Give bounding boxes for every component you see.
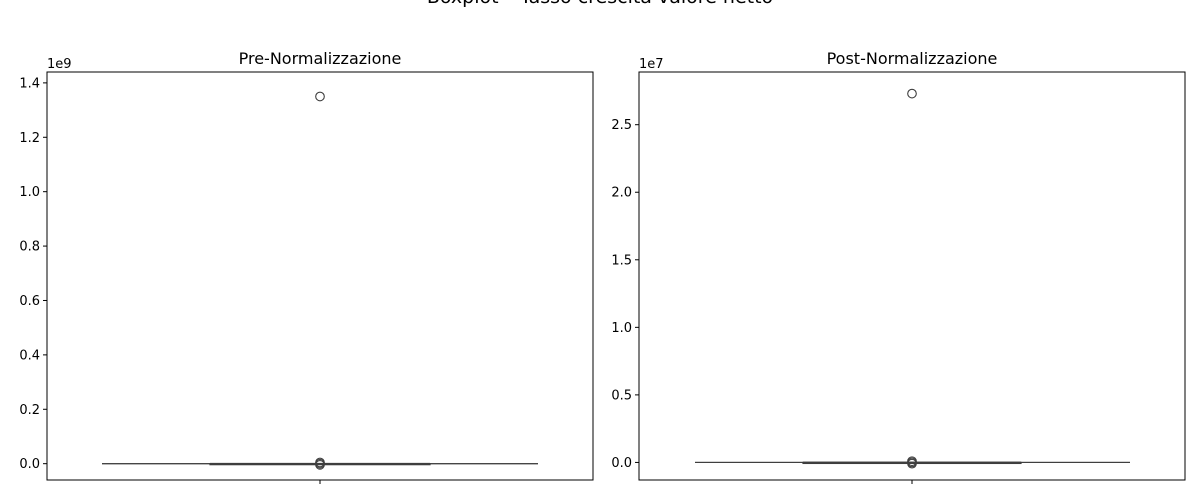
y-tick-label: 1.0 xyxy=(611,321,632,336)
panel-title: Pre-Normalizzazione xyxy=(239,49,402,68)
y-tick-label: 0.5 xyxy=(611,388,632,403)
y-tick-label: 2.0 xyxy=(611,186,632,201)
y-offset-label: 1e9 xyxy=(47,57,72,72)
outlier-point xyxy=(907,458,917,469)
y-tick-label: 1.0 xyxy=(19,185,40,200)
pre-normalization-panel: Pre-Normalizzazione 1e9 0.0 0.2 0.4 0.6 0.8 1.0… xyxy=(19,49,594,484)
outlier-point xyxy=(315,460,325,470)
y-tick-label: 1.5 xyxy=(611,253,632,268)
axes-frame xyxy=(46,71,594,481)
panel-title: Post-Normalizzazione xyxy=(827,49,998,68)
y-tick-label: 0.6 xyxy=(19,294,40,309)
post-normalization-panel: Post-Normalizzazione 1e7 0.0 0.5 1.0 1.5 2.0 2.… xyxy=(611,49,1186,484)
y-tick-label: 2.5 xyxy=(611,118,632,133)
figure-title: Boxplot – Tasso crescita valore netto xyxy=(427,0,773,8)
y-offset-label: 1e7 xyxy=(639,57,664,72)
y-tick-label: 1.2 xyxy=(19,131,40,146)
axes-frame xyxy=(638,71,1186,481)
y-tick-label: 0.8 xyxy=(19,240,40,255)
y-tick-label: 0.0 xyxy=(19,457,40,472)
y-tick-label: 0.4 xyxy=(19,348,40,363)
outlier-point xyxy=(315,91,325,102)
y-tick-label: 1.4 xyxy=(19,76,40,91)
outlier-point xyxy=(907,88,917,99)
y-tick-label: 0.0 xyxy=(611,456,632,471)
y-tick-label: 0.2 xyxy=(19,403,40,418)
